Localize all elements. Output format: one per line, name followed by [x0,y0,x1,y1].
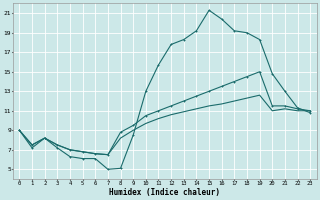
X-axis label: Humidex (Indice chaleur): Humidex (Indice chaleur) [109,188,220,197]
